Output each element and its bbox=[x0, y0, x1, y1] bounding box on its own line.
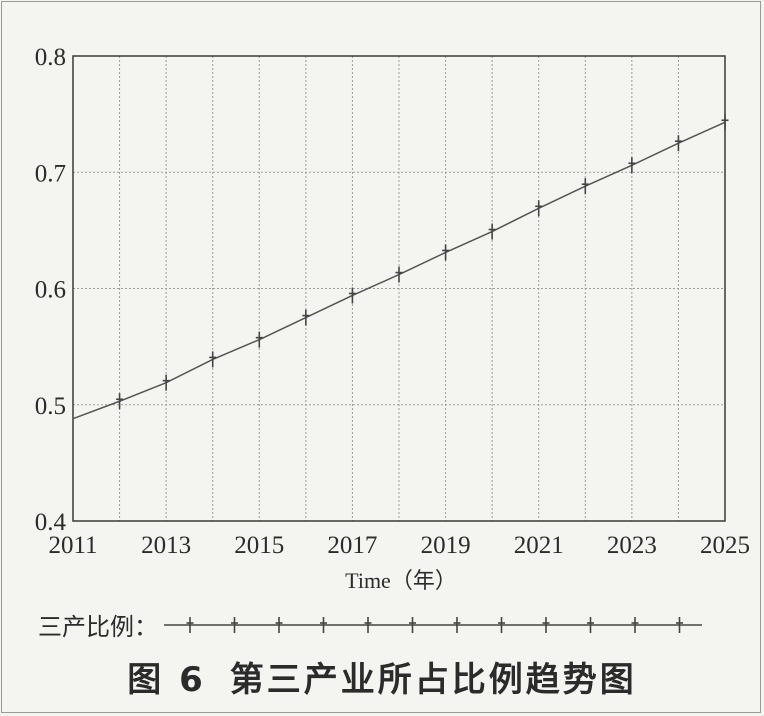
x-tick-label: 2025 bbox=[700, 532, 750, 559]
x-tick-label: 2023 bbox=[607, 532, 657, 559]
y-tick-label: 0.6 bbox=[35, 277, 66, 304]
data-point-marker bbox=[162, 374, 170, 391]
plot-area-border bbox=[72, 55, 726, 522]
data-point-marker bbox=[628, 157, 636, 174]
figure-title: 第三产业所占比例趋势图 bbox=[229, 660, 637, 700]
data-point-marker bbox=[535, 200, 543, 217]
series-markers bbox=[116, 114, 729, 410]
y-tick-label: 0.4 bbox=[35, 509, 67, 536]
data-point-marker bbox=[674, 135, 682, 152]
x-tick-label: 2015 bbox=[234, 532, 284, 559]
y-tick-label: 0.8 bbox=[35, 44, 66, 71]
y-tick-label: 0.7 bbox=[35, 160, 66, 187]
legend-label: 三产比例： bbox=[38, 612, 158, 641]
figure-number: 图 6 bbox=[127, 660, 206, 700]
x-axis-ticks: 2011 2013 2015 2017 2019 2021 2023 2025 bbox=[48, 532, 750, 559]
y-tick-label: 0.5 bbox=[35, 393, 66, 420]
data-point-marker bbox=[721, 114, 729, 131]
data-point-marker bbox=[116, 393, 124, 410]
data-point-marker bbox=[442, 244, 450, 261]
x-axis-label: Time（年） bbox=[345, 568, 457, 593]
figure-caption: 图 6 第三产业所占比例趋势图 bbox=[0, 652, 764, 701]
line-chart: 0.4 0.5 0.6 0.7 0.8 2011 2013 2015 2017 2019 2021… bbox=[35, 44, 750, 593]
x-tick-label: 2021 bbox=[514, 532, 564, 559]
x-tick-label: 2011 bbox=[48, 532, 97, 559]
chart-legend: 三产比例： bbox=[38, 607, 702, 641]
data-point-marker bbox=[302, 309, 310, 326]
data-point-marker bbox=[348, 287, 356, 304]
x-tick-label: 2017 bbox=[327, 532, 377, 559]
y-axis-ticks: 0.4 0.5 0.6 0.7 0.8 bbox=[35, 44, 67, 536]
chart-grid bbox=[73, 56, 725, 521]
data-point-marker bbox=[209, 351, 217, 368]
legend-line-sample bbox=[164, 609, 702, 639]
data-point-marker bbox=[581, 178, 589, 195]
data-point-marker bbox=[255, 331, 263, 348]
data-point-marker bbox=[488, 223, 496, 240]
data-point-marker bbox=[395, 266, 403, 283]
x-tick-label: 2013 bbox=[141, 532, 191, 559]
x-tick-label: 2019 bbox=[421, 532, 471, 559]
